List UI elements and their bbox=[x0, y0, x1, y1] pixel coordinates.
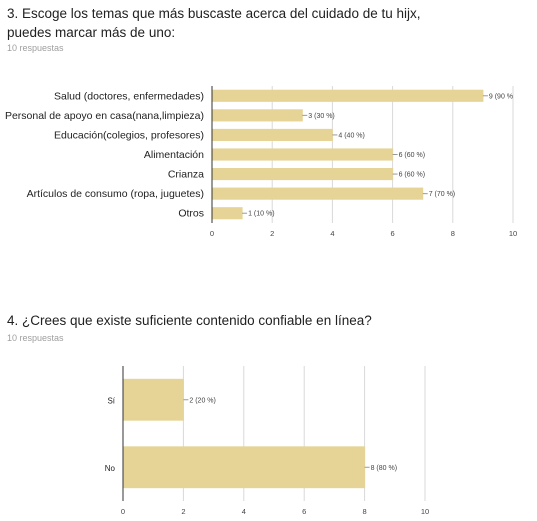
bar bbox=[212, 109, 303, 122]
chart-temas-buscados: 0 2 4 6 8 10 Salud (doctores, enfermedades) 9 (… bbox=[5, 86, 517, 238]
data-label: 9 (90 % bbox=[489, 93, 513, 100]
question-3-response-count: 10 respuestas bbox=[7, 43, 64, 53]
category-label: Personal de apoyo en casa(nana,limpieza) bbox=[5, 110, 204, 122]
x-tick-label: 6 bbox=[302, 507, 306, 516]
data-label: 4 (40 %) bbox=[338, 132, 364, 139]
category-label: Sí bbox=[107, 396, 115, 405]
bar bbox=[212, 89, 484, 102]
x-tick-label: 2 bbox=[181, 507, 185, 516]
category-label: Educación(colegios, profesores) bbox=[54, 129, 204, 141]
bar bbox=[212, 187, 424, 200]
question-4-response-count: 10 respuestas bbox=[7, 333, 64, 343]
category-label: Crianza bbox=[168, 169, 204, 181]
x-tick-label: 4 bbox=[242, 507, 246, 516]
x-tick-label: 8 bbox=[363, 507, 367, 516]
bar bbox=[212, 148, 394, 161]
question-4-title: 4. ¿Crees que existe suficiente contenid… bbox=[7, 313, 372, 328]
category-label: No bbox=[105, 464, 116, 473]
category-label: Artículos de consumo (ropa, juguetes) bbox=[27, 188, 204, 200]
x-tick-label: 10 bbox=[421, 507, 429, 516]
x-tick-label: 10 bbox=[509, 229, 517, 238]
x-tick-label: 0 bbox=[210, 229, 214, 238]
category-label: Salud (doctores, enfermedades) bbox=[54, 90, 204, 102]
data-label: 6 (60 %) bbox=[399, 152, 425, 159]
bar bbox=[123, 378, 184, 421]
bar bbox=[212, 128, 333, 141]
category-label: Otros bbox=[178, 208, 204, 220]
bar bbox=[123, 446, 366, 489]
data-label: 2 (20 %) bbox=[189, 397, 215, 404]
question-3-title: 3. Escoge los temas que más buscaste ace… bbox=[7, 4, 420, 42]
data-label: 8 (80 %) bbox=[371, 465, 397, 472]
data-label: 7 (70 %) bbox=[429, 191, 455, 198]
x-tick-label: 0 bbox=[121, 507, 125, 516]
bar bbox=[212, 207, 243, 220]
data-label: 3 (30 %) bbox=[308, 113, 334, 120]
x-tick-label: 4 bbox=[330, 229, 334, 238]
category-label: Alimentación bbox=[144, 149, 204, 161]
question-3-title-line1: 3. Escoge los temas que más buscaste ace… bbox=[7, 6, 421, 21]
data-label: 6 (60 %) bbox=[399, 172, 425, 179]
x-tick-label: 2 bbox=[270, 229, 274, 238]
question-3-title-line2: puedes marcar más de uno: bbox=[7, 25, 176, 40]
x-tick-label: 6 bbox=[391, 229, 395, 238]
bar bbox=[212, 168, 394, 181]
x-tick-label: 8 bbox=[451, 229, 455, 238]
data-label: 1 (10 %) bbox=[248, 211, 274, 218]
